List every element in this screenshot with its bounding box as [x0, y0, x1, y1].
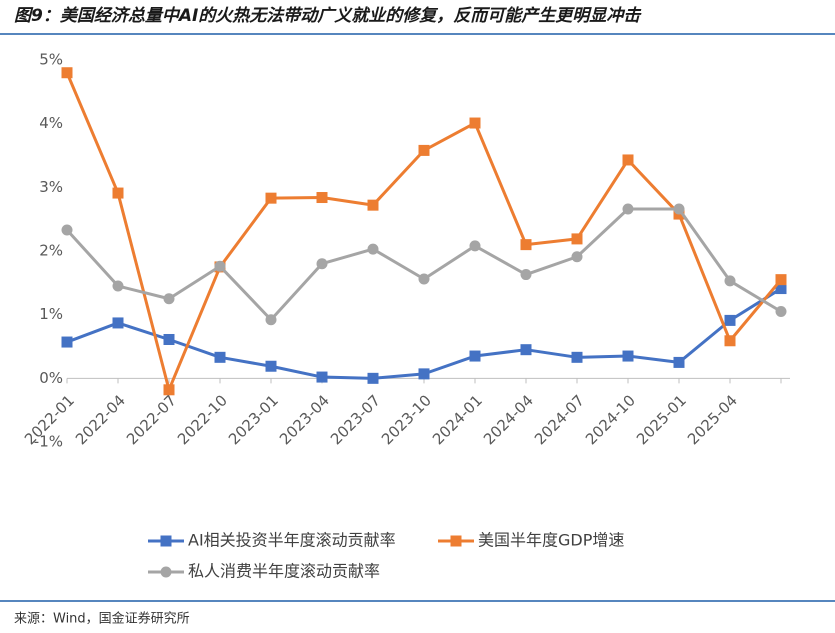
legend-label: 私人消费半年度滚动贡献率 [188, 562, 380, 581]
x-tick-label: 2024-07 [531, 391, 588, 448]
x-tick-label: 2022-04 [72, 391, 129, 448]
x-tick-label: 2025-01 [633, 391, 690, 448]
chart-title: 图9：美国经济总量中AI的火热无法带动广义就业的修复，反而可能产生更明显冲击 [14, 6, 642, 26]
marker [61, 67, 73, 79]
y-tick-label: 4% [39, 114, 63, 132]
y-tick-label: 5% [39, 51, 63, 69]
marker [265, 192, 277, 204]
x-tick-label: 2023-10 [378, 391, 435, 448]
x-tick-label: 2023-07 [327, 391, 384, 448]
marker [265, 314, 277, 326]
source: 来源：Wind，国金证券研究所 [14, 611, 190, 627]
marker [61, 336, 73, 348]
marker [469, 350, 481, 362]
marker [163, 384, 175, 396]
y-tick-label: 3% [39, 178, 63, 196]
marker [724, 275, 736, 287]
marker [367, 243, 379, 255]
series-line [65, 207, 782, 322]
marker [316, 258, 328, 270]
marker [622, 350, 634, 362]
legend-label: AI相关投资半年度滚动贡献率 [188, 531, 396, 550]
marker [520, 344, 532, 356]
marker [316, 192, 328, 204]
marker [112, 317, 124, 329]
y-tick-label: -1% [34, 433, 63, 451]
legend-label: 美国半年度GDP增速 [478, 531, 624, 550]
marker [265, 360, 277, 372]
marker [418, 368, 430, 380]
marker [520, 239, 532, 251]
marker [622, 154, 634, 166]
legend-marker [160, 566, 172, 578]
marker [214, 351, 226, 363]
marker [61, 224, 73, 236]
x-tick-label: 2022-07 [123, 391, 180, 448]
marker [418, 273, 430, 285]
marker [112, 280, 124, 292]
marker [520, 269, 532, 281]
y-tick-label: 2% [39, 242, 63, 260]
marker [316, 371, 328, 383]
marker [214, 260, 226, 272]
marker [775, 305, 787, 317]
x-tick-label: 2022-10 [174, 391, 231, 448]
x-tick-label: 2023-04 [276, 391, 333, 448]
marker [775, 283, 787, 295]
y-tick-label: 0% [39, 369, 63, 387]
marker [163, 293, 175, 305]
marker [673, 356, 685, 368]
legend-marker [160, 535, 172, 547]
marker [622, 203, 634, 215]
marker [469, 117, 481, 129]
marker [367, 372, 379, 384]
marker [724, 314, 736, 326]
x-tick-label: 2024-04 [480, 391, 537, 448]
marker [724, 335, 736, 347]
marker [571, 251, 583, 263]
marker [163, 333, 175, 345]
marker [469, 240, 481, 252]
x-tick-label: 2024-01 [429, 391, 486, 448]
marker [367, 199, 379, 211]
marker [571, 351, 583, 363]
legend-marker [450, 535, 462, 547]
x-tick-label: 2024-10 [582, 391, 639, 448]
marker [673, 203, 685, 215]
marker [571, 233, 583, 245]
marker [112, 187, 124, 199]
x-tick-label: 2025-04 [684, 391, 741, 448]
marker [418, 144, 430, 156]
marker [775, 274, 787, 286]
y-tick-label: 1% [39, 305, 63, 323]
x-tick-label: 2023-01 [225, 391, 282, 448]
